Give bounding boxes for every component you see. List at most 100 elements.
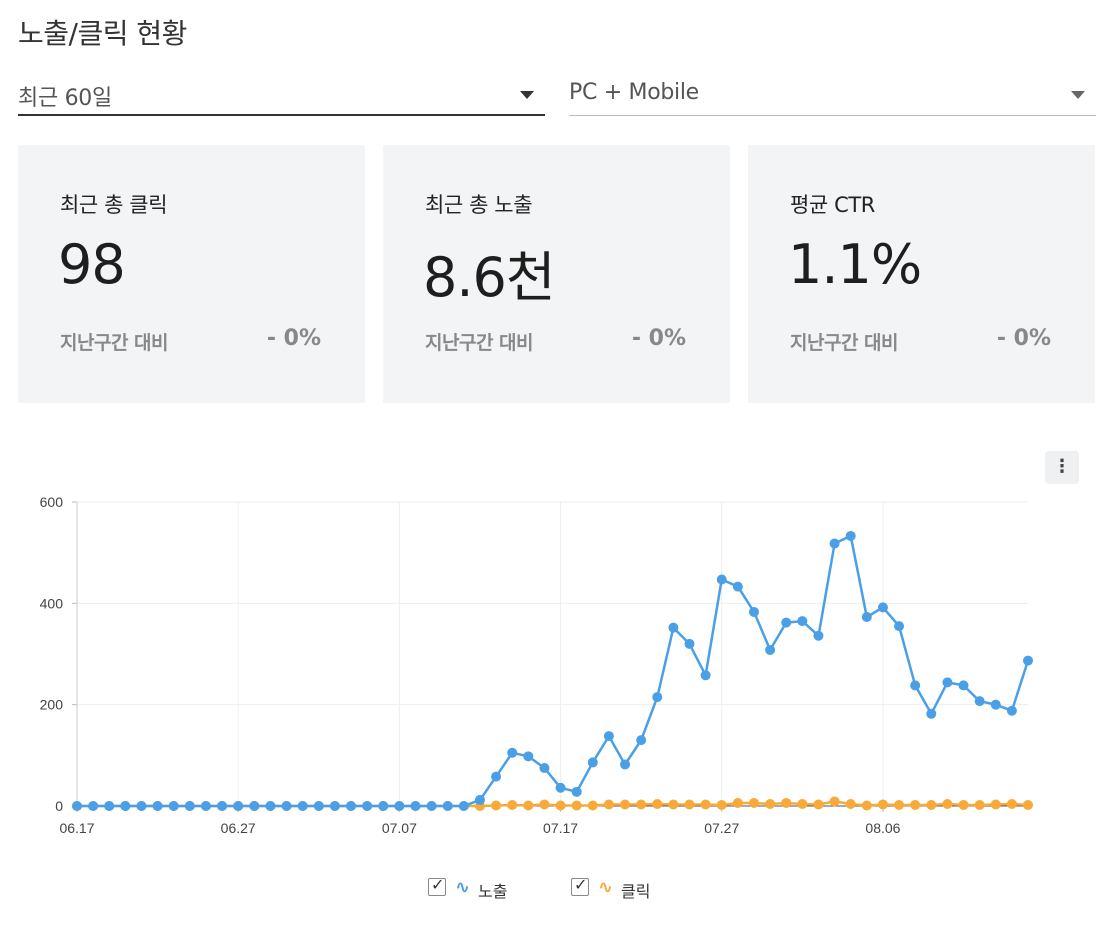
data-point-clicks [894,799,905,810]
data-point-clicks [845,798,856,809]
data-point-clicks [797,798,808,809]
data-point-clicks [748,797,759,808]
legend-label: 클릭 [621,882,651,901]
legend-label: 노출 [478,882,508,901]
card-label: 최근 총 클릭 [60,193,168,217]
card-change: - 0% [631,326,686,351]
data-point-impressions [1006,705,1017,716]
data-point-impressions [120,801,131,811]
card-label: 최근 총 노출 [425,193,533,217]
data-point-impressions [990,699,1001,710]
data-point-impressions [362,801,373,811]
x-tick-label: 08.06 [865,820,900,836]
data-point-impressions [313,801,324,811]
data-point-impressions [1023,655,1033,666]
y-tick-label: 0 [55,798,63,814]
data-point-impressions [797,616,808,627]
data-point-impressions [684,638,695,649]
y-tick-label: 200 [40,697,64,713]
data-point-clicks [603,799,614,810]
data-point-impressions [136,801,147,811]
data-point-clicks [1006,798,1017,809]
checkbox[interactable]: ✓ [428,875,446,896]
data-point-clicks [620,799,631,810]
data-point-impressions [217,801,228,811]
data-point-impressions [894,621,905,632]
data-point-clicks [765,798,776,809]
y-tick-label: 600 [40,494,64,510]
device-select[interactable]: PC + Mobile [569,74,1096,116]
data-point-clicks [877,799,888,810]
caret-down-icon [1071,91,1085,99]
checkbox[interactable]: ✓ [571,875,589,896]
data-point-clicks [910,799,921,810]
legend-item-clicks[interactable]: ✓ ∿ 클릭 [571,875,661,901]
legend-item-impressions[interactable]: ✓ ∿ 노출 [428,875,518,901]
data-point-impressions [523,751,534,762]
data-point-impressions [668,622,679,633]
data-point-clicks [700,799,711,810]
more-vertical-icon: ⋮ [1053,456,1071,477]
data-point-clicks [716,799,727,810]
data-point-clicks [523,800,534,811]
data-point-impressions [636,735,647,746]
data-point-clicks [491,800,502,811]
data-point-impressions [410,801,421,811]
period-select[interactable]: 최근 60일 [18,74,545,116]
data-point-clicks [990,799,1001,810]
data-point-impressions [281,801,292,811]
card-compare-label: 지난구간 대비 [790,332,899,354]
data-point-clicks [926,799,937,810]
data-point-impressions [458,801,469,811]
data-point-impressions [346,801,357,811]
x-tick-label: 07.17 [543,820,578,836]
data-point-impressions [587,757,598,768]
data-point-impressions [620,759,631,770]
data-point-clicks [539,799,550,810]
period-select-value: 최근 60일 [18,86,112,111]
data-point-impressions [942,677,953,688]
total-impressions-card: 최근 총 노출 8.6천 지난구간 대비 - 0% [383,145,730,403]
data-point-impressions [571,786,582,797]
card-value: 8.6천 [423,246,556,309]
line-series-icon: ∿ [598,877,614,898]
data-point-clicks [1023,799,1033,810]
data-point-impressions [974,696,985,707]
data-point-impressions [958,680,969,691]
data-point-impressions [474,794,485,805]
data-point-impressions [845,530,856,541]
line-series-icon: ∿ [455,877,471,898]
x-tick-label: 07.27 [704,820,739,836]
data-point-impressions [829,538,840,549]
data-point-impressions [716,574,727,585]
data-point-clicks [861,800,872,811]
data-point-clicks [668,799,679,810]
data-point-impressions [507,747,518,758]
data-point-impressions [652,692,663,703]
data-point-impressions [539,763,550,773]
total-clicks-card: 최근 총 클릭 98 지난구간 대비 - 0% [18,145,365,403]
data-point-impressions [233,801,244,811]
card-compare-label: 지난구간 대비 [60,332,169,354]
data-point-impressions [813,630,824,641]
data-point-clicks [958,799,969,810]
data-point-impressions [329,801,340,811]
data-point-impressions [249,801,260,811]
chart-menu-button[interactable]: ⋮ [1045,451,1079,484]
card-label: 평균 CTR [790,193,875,217]
data-point-impressions [555,782,566,793]
data-point-clicks [555,800,566,811]
device-select-value: PC + Mobile [569,80,699,105]
data-point-impressions [765,644,776,655]
page-title: 노출/클릭 현황 [18,17,187,50]
y-tick-label: 400 [40,595,64,611]
data-point-clicks [652,798,663,809]
data-point-impressions [910,680,921,691]
data-point-clicks [813,799,824,810]
data-point-clicks [942,798,953,809]
average-ctr-card: 평균 CTR 1.1% 지난구간 대비 - 0% [748,145,1095,403]
data-point-impressions [104,801,115,811]
data-point-clicks [732,797,743,808]
impressions-clicks-chart: 0 200 400 600 06.17 06.27 07.07 07.17 07.27 08.06 [40,494,1033,836]
data-point-impressions [748,606,759,617]
